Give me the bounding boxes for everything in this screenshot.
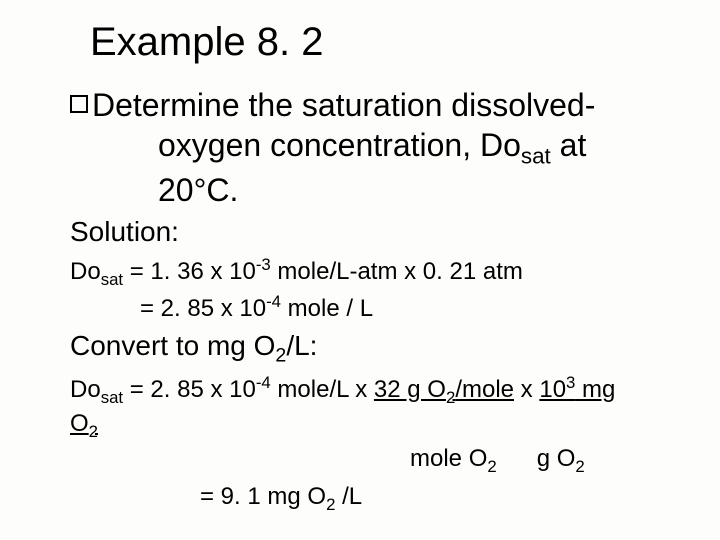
eq2-u2exp: 3 <box>566 373 575 392</box>
result-sub: 2 <box>326 495 335 514</box>
equation-2: Dosat = 2. 85 x 10-4 mole/L x 32 g O2/mo… <box>70 372 660 443</box>
denominator-row: mole O2 g O2 <box>70 445 660 477</box>
solution-label: Solution: <box>70 216 660 248</box>
eq2-u1a: 32 g O <box>374 376 446 403</box>
convert-label: Convert to mg O2/L: <box>70 330 660 368</box>
convert-sub: 2 <box>275 345 286 367</box>
eq1-l2a: = 2. 85 x 10 <box>140 295 266 322</box>
eq2-e1: -4 <box>256 373 271 392</box>
eq2-o2sub: 2 <box>89 422 98 441</box>
eq2-o2: O <box>70 410 89 437</box>
bullet-sat-sub: sat <box>521 143 551 168</box>
result-line: = 9. 1 mg O2 /L <box>70 483 660 515</box>
slide-title: Example 8. 2 <box>90 20 660 65</box>
eq2-u1sub: 2 <box>446 388 455 407</box>
square-bullet-icon <box>70 95 88 113</box>
eq1-lhs: Do <box>70 258 101 285</box>
bullet-line2: oxygen concentration, Do <box>158 127 521 163</box>
denom-1: mole O2 <box>410 445 497 477</box>
eq2-u2b: mg <box>575 376 615 403</box>
result-p2: /L <box>335 483 362 510</box>
eq1-l2b: mole / L <box>281 295 373 322</box>
eq2-lhs: Do <box>70 376 101 403</box>
convert-prefix: Convert to mg O <box>70 330 275 361</box>
denom-1a: mole O <box>410 445 487 472</box>
eq1-p1: = 1. 36 x 10 <box>123 258 256 285</box>
denom-2sub: 2 <box>575 457 584 476</box>
bullet-text: Determine the saturation dissolved- oxyg… <box>92 85 660 210</box>
eq2-u2a: 10 <box>539 376 566 403</box>
bullet-line1-w1: Determine <box>92 87 240 123</box>
result-p1: = 9. 1 mg O <box>200 483 326 510</box>
eq1-exp2: -4 <box>266 292 281 311</box>
bullet-line1-rest: the saturation dissolved- <box>240 87 596 123</box>
eq2-u1b: /mole <box>455 376 514 403</box>
eq2-p3: x <box>514 376 539 403</box>
eq1-exp1: -3 <box>256 255 271 274</box>
eq1-lhs-sub: sat <box>101 270 123 289</box>
denom-2a: g O <box>537 445 576 472</box>
eq2-p1: = 2. 85 x 10 <box>123 376 256 403</box>
eq2-p2: mole/L x <box>271 376 374 403</box>
denom-1sub: 2 <box>487 457 496 476</box>
eq2-lhs-sub: sat <box>101 388 123 407</box>
equation-1: Dosat = 1. 36 x 10-3 mole/L-atm x 0. 21 … <box>70 254 660 324</box>
denom-2: g O2 <box>537 445 585 477</box>
bullet-item: Determine the saturation dissolved- oxyg… <box>70 85 660 210</box>
convert-suffix: /L: <box>286 330 317 361</box>
eq1-p2: mole/L-atm x 0. 21 atm <box>271 258 523 285</box>
